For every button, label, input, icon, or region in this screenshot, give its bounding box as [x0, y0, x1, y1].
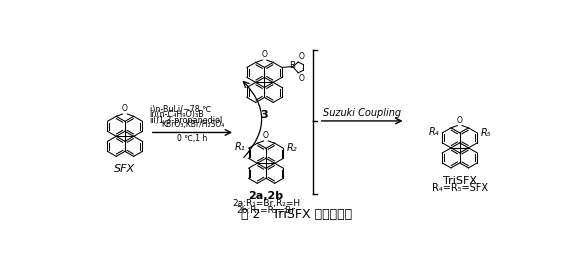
Text: O: O — [122, 104, 128, 113]
Text: 0 ℃,1 h: 0 ℃,1 h — [177, 134, 208, 143]
Text: iii)1,3-propanediol: iii)1,3-propanediol — [150, 116, 223, 125]
Text: 图 2   TriSFX 的合成路线: 图 2 TriSFX 的合成路线 — [240, 208, 352, 221]
Text: i)n-BuLi/−78 ℃: i)n-BuLi/−78 ℃ — [150, 105, 211, 114]
Text: O: O — [299, 52, 305, 61]
Text: 2a,2b: 2a,2b — [249, 191, 284, 201]
Text: O: O — [261, 50, 268, 59]
Text: R₂: R₂ — [287, 143, 297, 153]
Text: O: O — [263, 131, 269, 140]
Text: R₅: R₅ — [480, 128, 491, 138]
Text: R₄=R₅=SFX: R₄=R₅=SFX — [432, 183, 488, 193]
Text: ii)(n-C₄H₉O)₃B: ii)(n-C₄H₉O)₃B — [150, 110, 205, 119]
Text: R₁: R₁ — [235, 142, 246, 152]
Text: KBrO₃,KBr/H₂SO₄: KBrO₃,KBr/H₂SO₄ — [161, 120, 224, 130]
Text: O: O — [457, 116, 462, 125]
Text: O: O — [299, 74, 305, 82]
Text: 2b:R₁=R₂=Br: 2b:R₁=R₂=Br — [236, 206, 295, 215]
Text: Suzuki Coupling: Suzuki Coupling — [323, 108, 401, 118]
Text: SFX: SFX — [114, 164, 135, 174]
Text: R₄: R₄ — [428, 127, 439, 137]
Text: 2a:R₁=Br,R₂=H: 2a:R₁=Br,R₂=H — [232, 199, 300, 208]
Text: B: B — [289, 61, 295, 70]
Text: 3: 3 — [261, 110, 268, 120]
Text: TriSFX: TriSFX — [443, 176, 477, 186]
